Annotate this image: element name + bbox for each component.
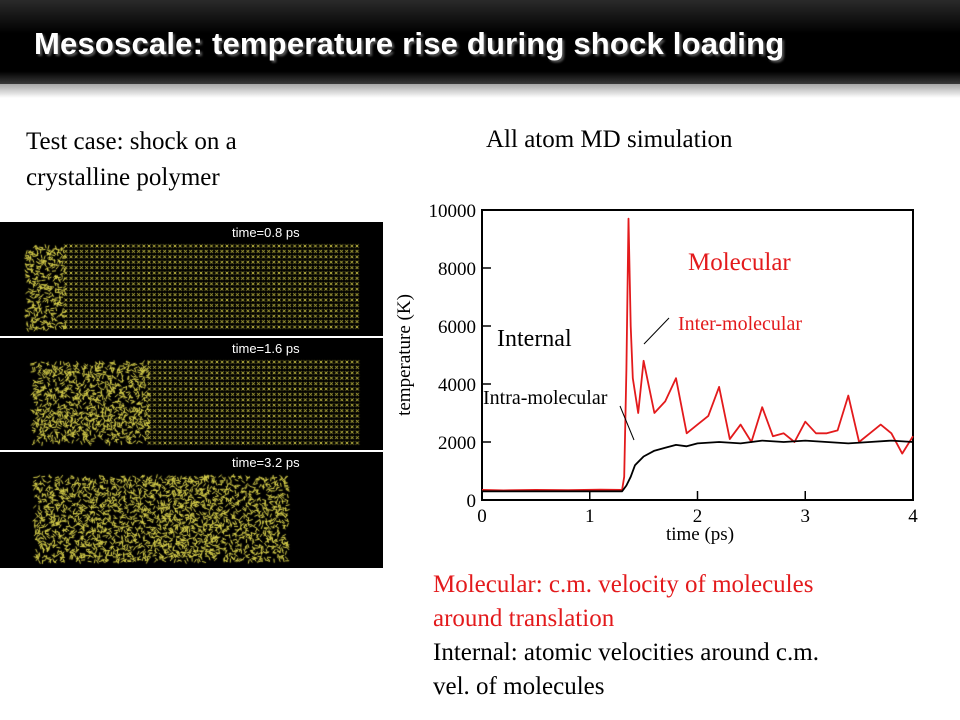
x-axis-label: time (ps) — [666, 524, 734, 545]
y-tick-label-4: 8000 — [438, 259, 476, 280]
y-tick-label-5: 10000 — [429, 201, 477, 222]
test-case-caption-line1: Test case: shock on a — [26, 128, 237, 155]
series-line-inter-molecular — [481, 217, 914, 492]
x-tick-label-1: 1 — [585, 506, 595, 527]
snapshot-time-label-1: time=0.8 ps — [232, 225, 300, 240]
temperature-chart: 0 1 2 3 4 0 2000 4000 6000 8000 10000 time (ps) te… — [394, 201, 919, 545]
x-tick-label-2: 2 — [693, 506, 703, 527]
annotation-intra-molecular: Intra-molecular — [483, 387, 608, 409]
test-case-caption-line2: crystalline polymer — [26, 164, 220, 191]
y-tick-label-3: 6000 — [438, 317, 476, 338]
y-axis-label: temperature (K) — [394, 294, 415, 416]
legend-description: Molecular: c.m. velocity of molecules ar… — [433, 568, 953, 704]
md-simulation-caption: All atom MD simulation — [486, 126, 733, 153]
plot-frame — [481, 209, 914, 501]
test-case-caption: Test case: shock on a crystalline polyme… — [26, 124, 237, 196]
molecular-description-line1: Molecular: c.m. velocity of molecules — [433, 571, 814, 598]
inter-molecular-pointer — [643, 317, 670, 345]
x-tick-label-4: 4 — [908, 506, 918, 527]
intra-molecular-pointer — [619, 405, 635, 441]
y-tick-label-0: 0 — [467, 491, 477, 512]
internal-description-line1: Internal: atomic velocities around c.m. — [433, 639, 819, 666]
snapshot-time-label-2: time=1.6 ps — [232, 341, 300, 356]
snapshot-panel-1: time=0.8 ps — [0, 222, 383, 336]
slide-title: Mesoscale: temperature rise during shock… — [34, 26, 785, 61]
y-tick-label-1: 2000 — [438, 433, 476, 454]
snapshot-time-label-3: time=3.2 ps — [232, 455, 300, 470]
snapshot-panel-2: time=1.6 ps — [0, 338, 383, 450]
series-lines — [481, 217, 914, 493]
title-bar: Mesoscale: temperature rise during shock… — [0, 0, 960, 98]
snapshot-image-2 — [0, 338, 383, 450]
axis-ticks: 0 1 2 3 4 0 2000 4000 6000 8000 10000 — [429, 201, 919, 527]
molecular-description-line2: around translation — [433, 605, 615, 632]
snapshot-image-3 — [0, 452, 383, 568]
annotation-internal: Internal — [497, 326, 572, 352]
snapshot-panel-3: time=3.2 ps — [0, 452, 383, 568]
y-tick-label-2: 4000 — [438, 375, 476, 396]
series-line-intra-molecular — [482, 439, 914, 493]
x-tick-label-0: 0 — [477, 506, 487, 527]
annotation-inter-molecular: Inter-molecular — [678, 313, 802, 335]
snapshot-image-1 — [0, 222, 383, 336]
annotation-molecular: Molecular — [688, 249, 791, 276]
x-tick-label-3: 3 — [801, 506, 811, 527]
internal-description-line2: vel. of molecules — [433, 673, 605, 700]
